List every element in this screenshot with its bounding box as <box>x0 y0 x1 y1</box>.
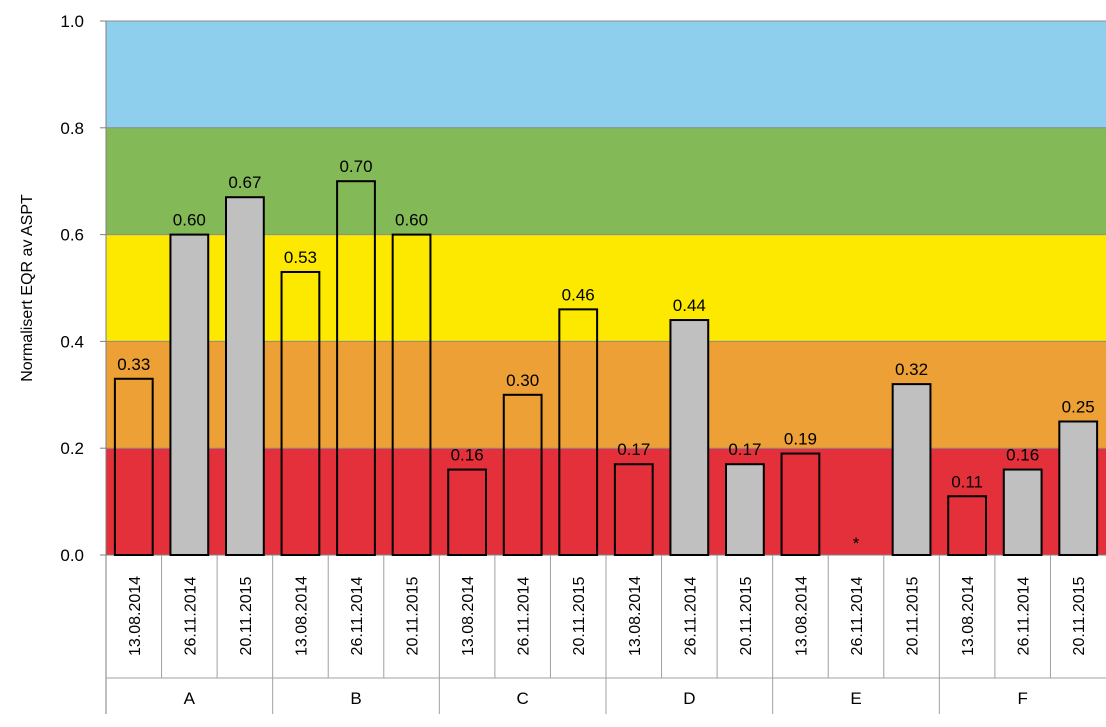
x-tick-label: 26.11.2014 <box>516 576 533 655</box>
x-tick-label: 20.11.2015 <box>1071 576 1088 655</box>
bar-3 <box>225 196 265 556</box>
x-tick-label: 26.11.2014 <box>349 576 366 655</box>
bar-11 <box>669 319 710 557</box>
bar-17 <box>1002 468 1043 556</box>
x-tick-label: 20.11.2015 <box>738 576 755 655</box>
x-tick-label: 20.11.2015 <box>905 576 922 655</box>
group-label: E <box>850 689 861 708</box>
axes <box>100 20 1106 714</box>
bar-2 <box>169 233 210 556</box>
bar-12 <box>725 463 765 556</box>
x-tick-label: 13.08.2014 <box>960 576 977 656</box>
bar-6 <box>391 233 432 556</box>
data-labels: 0.33 0.60 0.67 0.53 0.70 0.60 0.16 0.30 0.46 0.17… <box>117 157 1095 553</box>
data-label: 0.46 <box>562 285 595 304</box>
data-label: 0.17 <box>728 440 761 459</box>
y-tick-label: 0.6 <box>60 226 84 245</box>
bar-7 <box>447 468 488 556</box>
data-label: 0.60 <box>395 211 428 230</box>
missing-value-marker: * <box>853 534 860 553</box>
data-label: 0.17 <box>617 440 650 459</box>
x-tick-label: 20.11.2015 <box>238 576 255 655</box>
bars <box>113 180 1099 557</box>
y-tick-label: 0.2 <box>60 439 84 458</box>
data-label: 0.44 <box>673 296 706 315</box>
x-tick-label: 26.11.2014 <box>849 576 866 655</box>
quality-class-bands <box>106 20 1106 555</box>
bar-5 <box>336 180 376 556</box>
bar-1 <box>113 377 154 556</box>
data-label: 0.67 <box>228 173 261 192</box>
bar-9 <box>558 308 599 556</box>
data-label: 0.25 <box>1062 398 1095 417</box>
band-3 <box>106 127 1106 235</box>
data-label: 0.32 <box>895 360 928 379</box>
bar-4 <box>280 270 321 556</box>
group-label: A <box>184 689 196 708</box>
band-4 <box>106 21 1106 128</box>
data-label: 0.53 <box>284 248 317 267</box>
y-tick-label: 0.4 <box>60 332 84 351</box>
x-tick-label: 13.08.2014 <box>627 576 644 656</box>
x-tick-label: 26.11.2014 <box>682 576 699 655</box>
x-tick-label: 26.11.2014 <box>182 576 199 655</box>
x-tick-label: 20.11.2015 <box>405 576 422 655</box>
bar-8 <box>502 393 543 556</box>
x-tick-label: 13.08.2014 <box>293 576 310 656</box>
group-label: D <box>683 689 695 708</box>
x-tick-label: 20.11.2015 <box>571 576 588 655</box>
bar-18 <box>1058 420 1099 556</box>
x-tick-label: 13.08.2014 <box>460 576 477 656</box>
y-tick-label: 0.8 <box>60 119 84 138</box>
y-axis-ticks: 0.0 0.2 0.4 0.6 0.8 1.0 <box>60 12 84 565</box>
bar-10 <box>613 463 654 556</box>
y-axis-title: Normalisert EQR av ASPT <box>19 194 36 382</box>
data-label: 0.11 <box>951 472 983 491</box>
band-1 <box>106 341 1106 449</box>
data-label: 0.30 <box>506 371 539 390</box>
group-label: B <box>350 689 361 708</box>
band-2 <box>106 234 1106 342</box>
data-label: 0.33 <box>117 355 150 374</box>
bar-15 <box>891 383 932 556</box>
x-tick-label: 26.11.2014 <box>1016 576 1033 655</box>
x-axis-categories: 13.08.2014 26.11.2014 20.11.2015 13.08.2014… <box>127 576 1088 708</box>
group-label: C <box>517 689 529 708</box>
data-label: 0.16 <box>451 446 484 465</box>
y-tick-label: 1.0 <box>60 12 84 31</box>
bar-16 <box>947 495 988 557</box>
x-tick-label: 13.08.2014 <box>793 576 810 656</box>
group-label: F <box>1017 689 1027 708</box>
data-label: 0.19 <box>784 430 817 449</box>
data-label: 0.60 <box>173 211 206 230</box>
data-label: 0.70 <box>339 157 372 176</box>
band-0 <box>106 448 1106 555</box>
bar-13 <box>780 452 821 557</box>
y-tick-label: 0.0 <box>60 546 84 565</box>
data-label: 0.16 <box>1006 446 1039 465</box>
x-tick-label: 13.08.2014 <box>127 576 144 656</box>
